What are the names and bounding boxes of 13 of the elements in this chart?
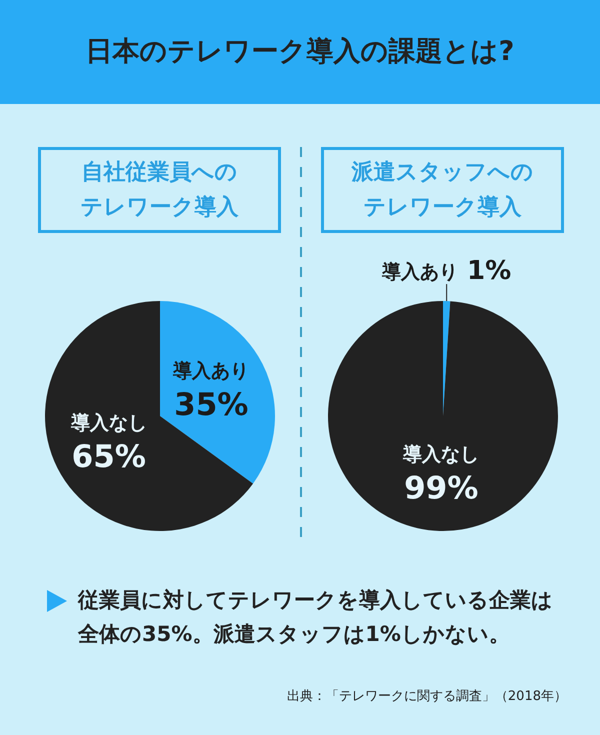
data-label: 99% xyxy=(404,470,478,507)
data-label: 65% xyxy=(72,439,146,476)
slice-label: 導入あり xyxy=(172,360,250,382)
source-note: 出典：「テレワークに関する調査」（2018年） xyxy=(286,688,567,706)
slice-label: 導入なし xyxy=(402,443,480,466)
slice-label: 導入あり xyxy=(381,261,458,284)
chart-title: 派遣スタッフへのテレワーク導入 xyxy=(350,159,534,222)
text: 日本のテレワーク導入の課題とは? xyxy=(0,0,600,104)
slice-label: 導入なし xyxy=(70,412,147,434)
chart-title: 自社従業員へのテレワーク導入 xyxy=(80,159,240,222)
data-label: 35% xyxy=(174,386,248,423)
data-label: 1% xyxy=(467,256,512,286)
text: 従業員に対してテレワークを導入している企業は全体の35%。派遣スタッフは1%しかない。 xyxy=(78,587,554,648)
